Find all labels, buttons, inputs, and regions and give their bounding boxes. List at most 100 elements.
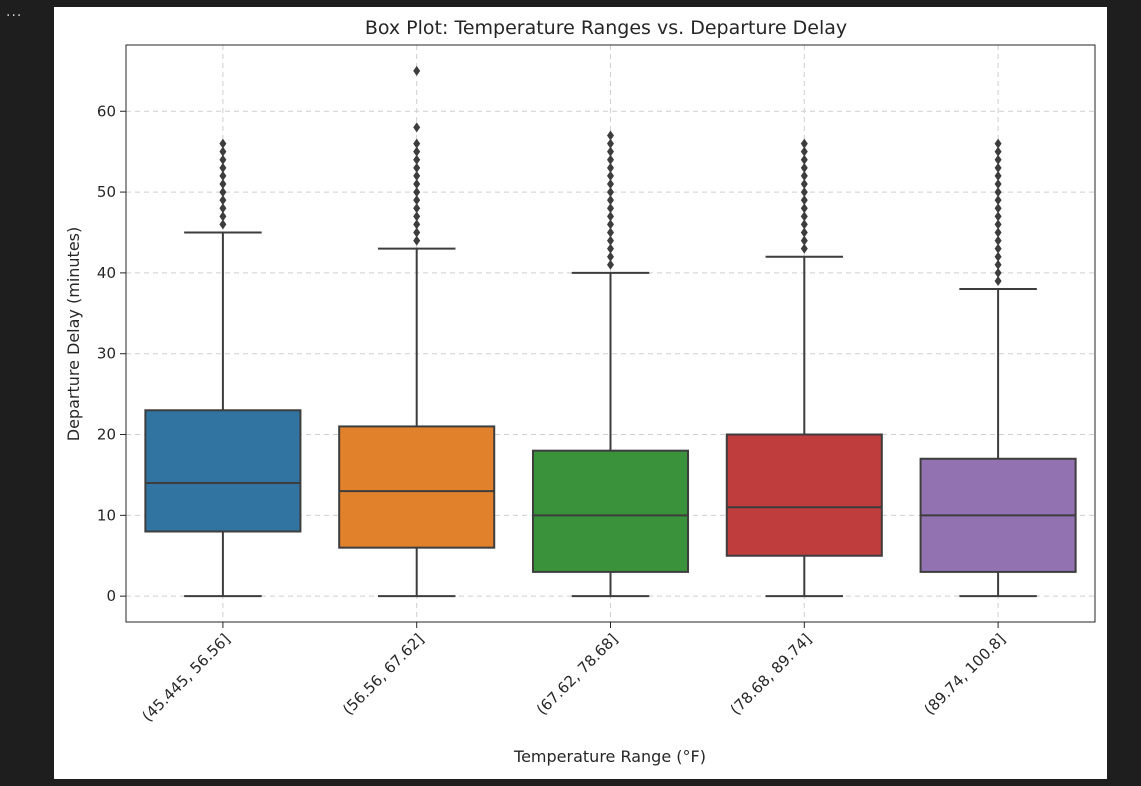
x-tick-label: (67.62, 78.68] xyxy=(533,630,621,718)
chart-figure: Box Plot: Temperature Ranges vs. Departu… xyxy=(54,7,1107,779)
outlier-point xyxy=(219,219,227,230)
x-tick-label: (45.445, 56.56] xyxy=(139,630,234,725)
outlier-point xyxy=(800,170,808,181)
outlier-point xyxy=(607,162,614,173)
y-tick-label: 50 xyxy=(97,183,116,201)
outlier-point xyxy=(994,187,1002,198)
outlier-point xyxy=(219,154,227,165)
outlier-point xyxy=(994,219,1002,230)
outlier-point xyxy=(413,227,421,238)
outlier-point xyxy=(800,162,808,173)
outlier-point xyxy=(219,211,227,222)
y-tick-label: 20 xyxy=(97,426,116,444)
y-tick-label: 40 xyxy=(97,264,116,282)
outlier-point xyxy=(800,227,808,238)
box-plot-chart: Box Plot: Temperature Ranges vs. Departu… xyxy=(64,17,1096,766)
box-iqr xyxy=(338,425,496,549)
y-axis-label: Departure Delay (minutes) xyxy=(64,227,83,442)
x-tick-label: (56.56, 67.62] xyxy=(339,630,427,718)
y-tick-label: 30 xyxy=(97,345,116,363)
outlier-point xyxy=(994,170,1002,181)
outlier-point xyxy=(607,243,614,254)
outlier-point xyxy=(607,130,614,141)
outlier-point xyxy=(607,170,614,181)
outlier-point xyxy=(219,138,227,149)
outlier-point xyxy=(994,138,1002,149)
box-group xyxy=(338,65,496,598)
outlier-point xyxy=(413,178,421,189)
outlier-point xyxy=(994,146,1002,157)
x-tick-label: (89.74, 100.8] xyxy=(920,630,1008,718)
box-iqr xyxy=(531,449,690,573)
outlier-point xyxy=(994,227,1002,238)
outlier-point xyxy=(800,235,808,246)
chart-title: Box Plot: Temperature Ranges vs. Departu… xyxy=(365,17,847,39)
boxes-layer xyxy=(144,65,1077,598)
y-axis: 0 10 20 30 40 50 60 xyxy=(97,102,126,605)
outlier-point xyxy=(607,211,614,222)
outlier-point xyxy=(994,162,1002,173)
outlier-point xyxy=(413,203,421,214)
box-group xyxy=(919,138,1077,598)
outlier-point xyxy=(413,219,421,230)
box-group xyxy=(144,138,302,598)
outlier-point xyxy=(219,195,227,206)
outlier-point xyxy=(607,187,614,198)
outlier-point xyxy=(219,203,227,214)
outlier-point xyxy=(994,195,1002,206)
box-group xyxy=(531,130,690,598)
outlier-point xyxy=(413,65,421,76)
x-axis-label: Temperature Range (°F) xyxy=(513,747,706,766)
outlier-point xyxy=(219,162,227,173)
outlier-point xyxy=(413,235,421,246)
outlier-point xyxy=(994,259,1002,270)
y-tick-label: 10 xyxy=(97,506,116,524)
y-tick-label: 0 xyxy=(106,587,116,605)
outlier-point xyxy=(219,187,227,198)
outlier-point xyxy=(413,195,421,206)
outlier-point xyxy=(800,195,808,206)
outlier-point xyxy=(607,138,614,149)
outlier-point xyxy=(800,146,808,157)
outlier-point xyxy=(800,243,808,254)
outlier-point xyxy=(800,211,808,222)
outlier-point xyxy=(607,178,614,189)
box-iqr xyxy=(144,409,302,533)
outlier-point xyxy=(800,203,808,214)
outlier-point xyxy=(994,211,1002,222)
outlier-point xyxy=(219,170,227,181)
outlier-point xyxy=(994,154,1002,165)
outlier-point xyxy=(994,235,1002,246)
outlier-point xyxy=(607,195,614,206)
x-tick-label: (78.68, 89.74] xyxy=(727,630,815,718)
outlier-point xyxy=(607,203,614,214)
outlier-point xyxy=(800,219,808,230)
outlier-point xyxy=(219,178,227,189)
outlier-point xyxy=(994,267,1002,278)
outlier-point xyxy=(607,154,614,165)
y-tick-label: 60 xyxy=(97,102,116,120)
outlier-point xyxy=(800,178,808,189)
outlier-point xyxy=(413,138,421,149)
outlier-point xyxy=(994,275,1002,286)
outlier-point xyxy=(994,251,1002,262)
outlier-point xyxy=(800,154,808,165)
outlier-point xyxy=(994,243,1002,254)
outlier-point xyxy=(413,146,421,157)
outlier-point xyxy=(413,187,421,198)
box-iqr xyxy=(725,433,883,557)
outlier-point xyxy=(607,227,614,238)
outlier-point xyxy=(413,122,421,133)
outlier-point xyxy=(413,154,421,165)
box-group xyxy=(725,138,883,598)
outlier-point xyxy=(994,178,1002,189)
outlier-point xyxy=(994,203,1002,214)
cell-menu-icon[interactable]: ... xyxy=(6,4,23,20)
outlier-point xyxy=(607,251,614,262)
outlier-point xyxy=(607,146,614,157)
outlier-point xyxy=(413,170,421,181)
outlier-point xyxy=(219,146,227,157)
outlier-point xyxy=(800,138,808,149)
outlier-point xyxy=(607,259,614,270)
outlier-point xyxy=(607,219,614,230)
